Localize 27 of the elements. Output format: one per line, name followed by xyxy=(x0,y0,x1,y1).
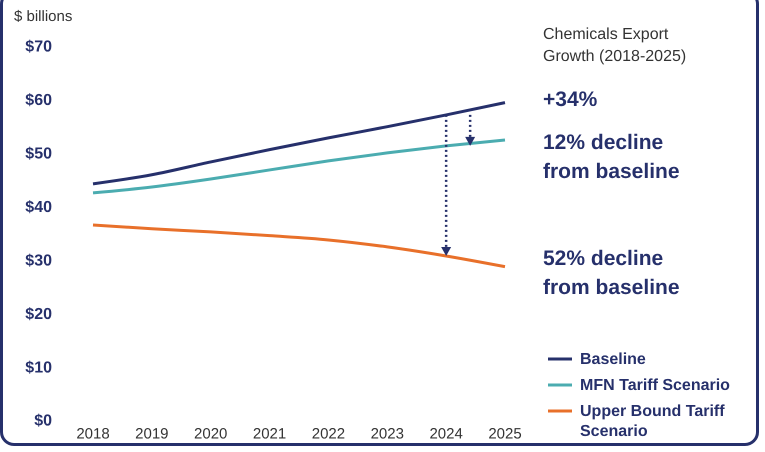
y-axis-title: $ billions xyxy=(14,8,72,25)
y-tick-label: $60 xyxy=(25,92,52,110)
y-tick-label: $10 xyxy=(25,359,52,376)
line-series xyxy=(92,138,506,194)
legend-label: Upper Bound Tariff Scenario xyxy=(580,402,726,442)
text: 12% decline from baseline xyxy=(543,130,681,185)
y-tick-label: $20 xyxy=(25,306,52,323)
x-tick-label: 2020 xyxy=(194,426,228,443)
text: Chemicals Export Growth (2018-2025) xyxy=(543,25,688,67)
y-tick-label: $30 xyxy=(25,252,52,270)
y-tick-label: $70 xyxy=(25,38,52,56)
legend-label: Baseline xyxy=(580,350,646,370)
x-tick-label: 2021 xyxy=(252,426,286,443)
x-tick-label: 2024 xyxy=(429,426,463,443)
x-tick-label: 2022 xyxy=(312,426,346,443)
x-tick-label: 2023 xyxy=(370,426,404,443)
text: 52% decline from baseline xyxy=(543,246,681,301)
x-tick-label: 2025 xyxy=(488,426,522,443)
line-series xyxy=(92,223,506,268)
y-tick-label: $50 xyxy=(25,146,52,163)
x-tick-label: 2018 xyxy=(76,426,110,443)
line-series xyxy=(92,101,506,186)
text: +34% xyxy=(543,88,598,112)
y-tick-label: $0 xyxy=(34,412,52,430)
x-tick-label: 2019 xyxy=(135,426,169,443)
y-tick-label: $40 xyxy=(25,198,52,216)
legend-label: MFN Tariff Scenario xyxy=(580,376,730,396)
